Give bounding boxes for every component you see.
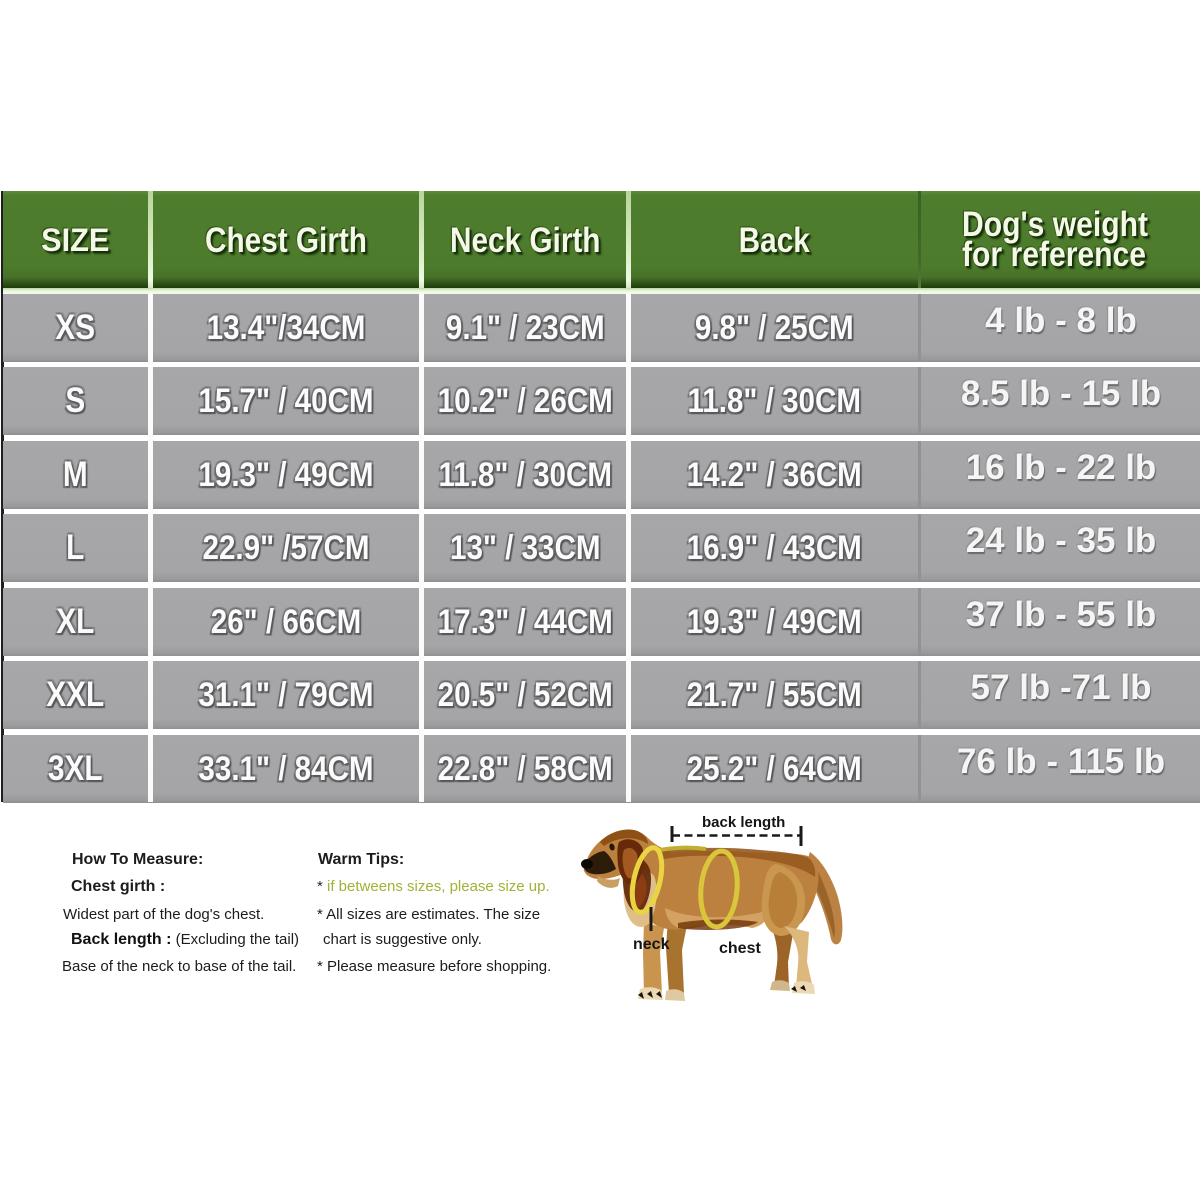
svg-text:back length: back length <box>702 814 785 831</box>
svg-text:chest: chest <box>719 940 761 957</box>
svg-text:neck: neck <box>633 936 670 953</box>
